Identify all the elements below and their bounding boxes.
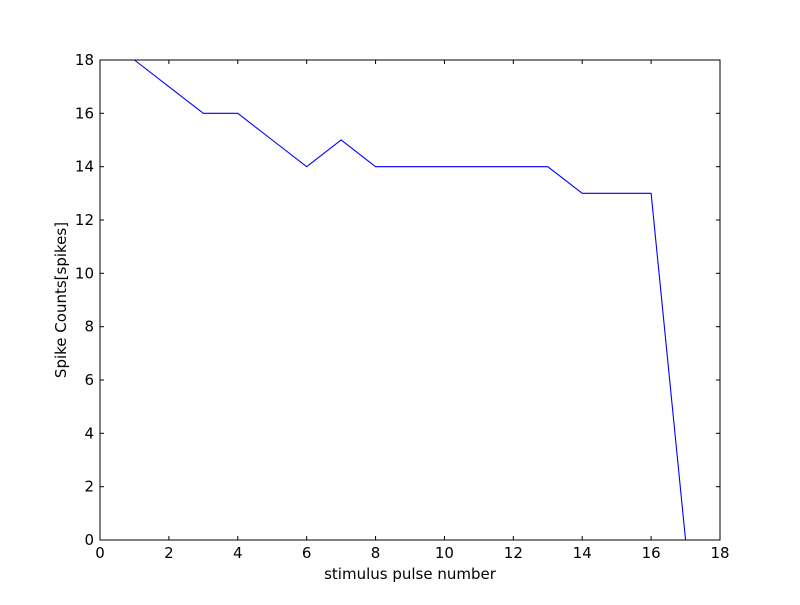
plot-area xyxy=(100,60,720,540)
y-tick-label: 12 xyxy=(75,211,94,229)
y-tick-label: 8 xyxy=(84,318,94,336)
y-tick-label: 4 xyxy=(84,424,94,442)
x-tick-label: 2 xyxy=(164,544,174,562)
y-tick-label: 0 xyxy=(84,531,94,549)
x-tick-label: 0 xyxy=(95,544,105,562)
x-tick-label: 10 xyxy=(435,544,454,562)
y-tick-label: 18 xyxy=(75,51,94,69)
y-axis-label: Spike Counts[spikes] xyxy=(52,222,70,378)
y-tick-label: 16 xyxy=(75,104,94,122)
x-tick-label: 6 xyxy=(302,544,312,562)
x-tick-label: 16 xyxy=(642,544,661,562)
y-tick-label: 10 xyxy=(75,264,94,282)
plot-frame xyxy=(99,59,721,541)
x-tick-label: 18 xyxy=(710,544,729,562)
x-axis-label: stimulus pulse number xyxy=(324,565,497,583)
x-tick-label: 4 xyxy=(233,544,243,562)
series-line xyxy=(134,59,687,541)
ticks-layer: 0 2 4 6 8 10 12 14 16 18 0 2 4 6 8 10 12 14 16 18 xyxy=(75,51,730,562)
y-tick-label: 2 xyxy=(84,478,94,496)
x-tick-label: 12 xyxy=(504,544,523,562)
y-tick-label: 6 xyxy=(84,371,94,389)
x-tick-label: 14 xyxy=(573,544,592,562)
x-tick-label: 8 xyxy=(371,544,381,562)
y-tick-label: 14 xyxy=(75,158,94,176)
series-layer xyxy=(134,59,687,541)
